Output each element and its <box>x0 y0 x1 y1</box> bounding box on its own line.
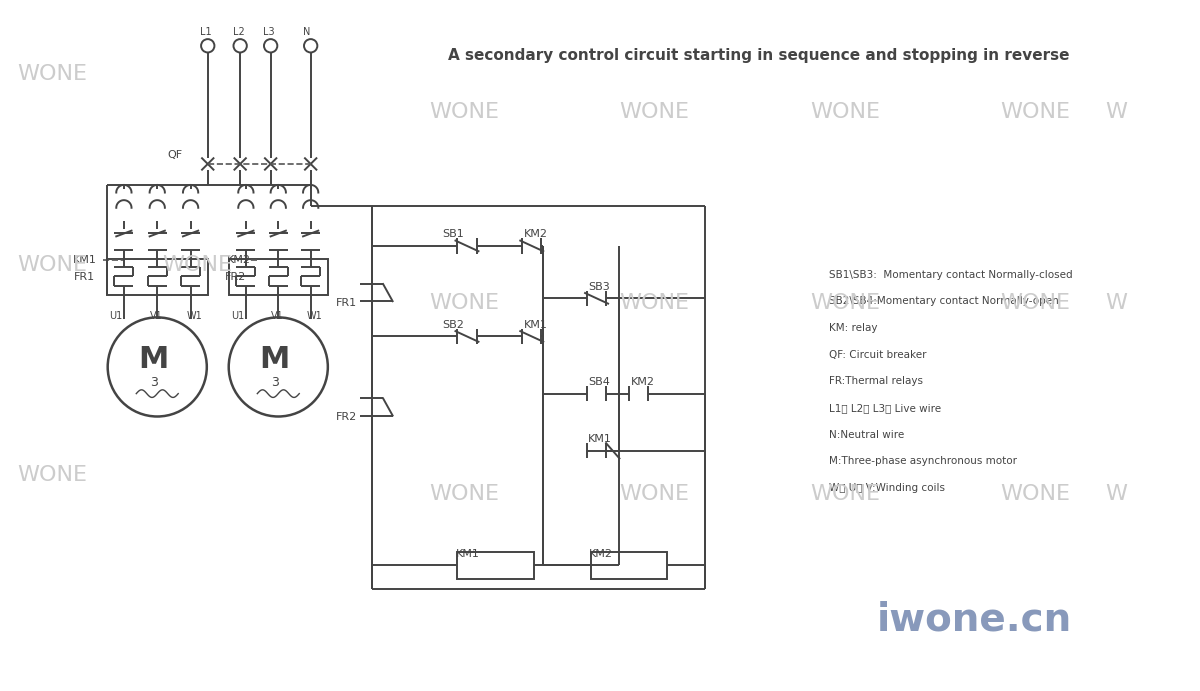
Text: WONE: WONE <box>619 102 690 122</box>
Text: KM2: KM2 <box>524 229 548 240</box>
Text: W: W <box>1105 484 1128 504</box>
Text: SB1\SB3:  Momentary contact Normally-closed: SB1\SB3: Momentary contact Normally-clos… <box>829 269 1073 279</box>
Text: L1: L1 <box>200 28 211 37</box>
Text: KM2: KM2 <box>227 255 251 265</box>
Text: N:Neutral wire: N:Neutral wire <box>829 430 905 439</box>
Text: 3: 3 <box>150 376 157 389</box>
Text: QF: QF <box>168 151 182 160</box>
Text: WONE: WONE <box>162 255 232 275</box>
Text: WONE: WONE <box>810 484 880 504</box>
Text: WONE: WONE <box>17 464 88 484</box>
Text: W: W <box>1105 102 1128 122</box>
Text: WONE: WONE <box>1001 102 1070 122</box>
Text: WONE: WONE <box>1001 484 1070 504</box>
Text: KM2: KM2 <box>589 549 613 559</box>
Text: KM: relay: KM: relay <box>829 323 877 333</box>
Text: W1: W1 <box>187 312 203 321</box>
Text: WONE: WONE <box>619 293 690 313</box>
Text: WONE: WONE <box>1001 293 1070 313</box>
Text: WONE: WONE <box>17 255 88 275</box>
Text: L3: L3 <box>263 28 275 37</box>
Text: WONE: WONE <box>428 102 499 122</box>
Text: L1、 L2、 L3： Live wire: L1、 L2、 L3： Live wire <box>829 403 941 413</box>
Text: W: W <box>1105 293 1128 313</box>
Text: KM2: KM2 <box>631 377 655 387</box>
Text: N: N <box>304 28 311 37</box>
Bar <box>457 552 534 578</box>
Text: M: M <box>138 345 168 374</box>
Text: SB2\SB4:Momentary contact Normally-open: SB2\SB4:Momentary contact Normally-open <box>829 296 1058 306</box>
Bar <box>107 259 208 296</box>
Text: M: M <box>259 345 289 374</box>
Text: KM1: KM1 <box>72 255 96 265</box>
Text: SB1: SB1 <box>442 229 464 240</box>
Text: FR2: FR2 <box>224 272 246 283</box>
Text: FR1: FR1 <box>336 298 356 308</box>
Text: U1: U1 <box>109 312 122 321</box>
Text: KM1: KM1 <box>456 549 480 559</box>
Text: V1: V1 <box>271 312 283 321</box>
Text: W1: W1 <box>307 312 323 321</box>
Text: L2: L2 <box>233 28 245 37</box>
Text: FR:Thermal relays: FR:Thermal relays <box>829 376 923 386</box>
Text: WONE: WONE <box>428 293 499 313</box>
Text: SB4: SB4 <box>588 377 610 387</box>
Text: WONE: WONE <box>428 484 499 504</box>
Text: FR1: FR1 <box>74 272 96 283</box>
Text: WONE: WONE <box>619 484 690 504</box>
Text: iwone.cn: iwone.cn <box>877 600 1072 638</box>
Text: WONE: WONE <box>810 102 880 122</box>
Bar <box>590 552 667 578</box>
Text: KM1: KM1 <box>524 320 548 330</box>
Text: V1: V1 <box>150 312 162 321</box>
Text: FR2: FR2 <box>336 413 356 422</box>
Text: 3: 3 <box>271 376 278 389</box>
Text: M:Three-phase asynchronous motor: M:Three-phase asynchronous motor <box>829 456 1018 466</box>
Text: SB2: SB2 <box>442 320 464 330</box>
Text: WONE: WONE <box>17 64 88 84</box>
Text: A secondary control circuit starting in sequence and stopping in reverse: A secondary control circuit starting in … <box>448 48 1069 63</box>
Text: KM1: KM1 <box>588 435 612 444</box>
Text: SB3: SB3 <box>588 282 610 292</box>
Bar <box>229 259 328 296</box>
Text: U1: U1 <box>230 312 244 321</box>
Text: QF: Circuit breaker: QF: Circuit breaker <box>829 350 926 359</box>
Text: W、 U、 V:Winding coils: W、 U、 V:Winding coils <box>829 483 946 493</box>
Text: WONE: WONE <box>810 293 880 313</box>
